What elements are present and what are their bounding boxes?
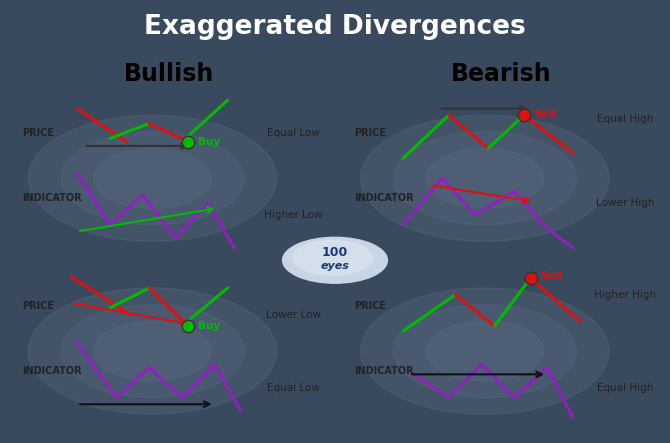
Text: Sell: Sell [541, 271, 562, 281]
Text: INDICATOR: INDICATOR [21, 366, 81, 376]
Circle shape [393, 305, 576, 398]
Circle shape [393, 132, 576, 225]
Circle shape [61, 305, 244, 398]
Circle shape [28, 115, 277, 241]
Text: Equal High: Equal High [597, 113, 654, 124]
Text: PRICE: PRICE [21, 301, 54, 311]
Circle shape [61, 132, 244, 225]
Text: PRICE: PRICE [21, 128, 54, 139]
Circle shape [28, 288, 277, 414]
Ellipse shape [293, 241, 373, 275]
Text: Bearish: Bearish [451, 62, 551, 86]
Circle shape [360, 115, 609, 241]
Circle shape [426, 148, 543, 208]
Text: Lower High: Lower High [596, 198, 655, 208]
Text: INDICATOR: INDICATOR [354, 366, 413, 376]
Text: PRICE: PRICE [354, 301, 386, 311]
Text: Exaggerated Divergences: Exaggerated Divergences [144, 14, 526, 39]
Circle shape [94, 321, 211, 381]
Text: Equal High: Equal High [597, 383, 654, 392]
Text: Bullish: Bullish [124, 62, 214, 86]
Text: 100: 100 [322, 246, 348, 259]
Text: INDICATOR: INDICATOR [21, 193, 81, 203]
Ellipse shape [283, 237, 387, 283]
Text: eyes: eyes [320, 261, 350, 272]
Circle shape [360, 288, 609, 414]
Text: Buy: Buy [198, 137, 220, 147]
Text: Sell: Sell [534, 109, 555, 119]
Text: Buy: Buy [198, 321, 220, 331]
Text: Equal Low: Equal Low [267, 128, 320, 139]
Text: INDICATOR: INDICATOR [354, 193, 413, 203]
Text: Lower Low: Lower Low [265, 310, 320, 319]
Text: PRICE: PRICE [354, 128, 386, 139]
Text: Equal Low: Equal Low [267, 383, 320, 392]
Circle shape [426, 321, 543, 381]
Text: Higher High: Higher High [594, 290, 657, 299]
Text: Higher Low: Higher Low [264, 210, 322, 220]
Circle shape [94, 148, 211, 208]
